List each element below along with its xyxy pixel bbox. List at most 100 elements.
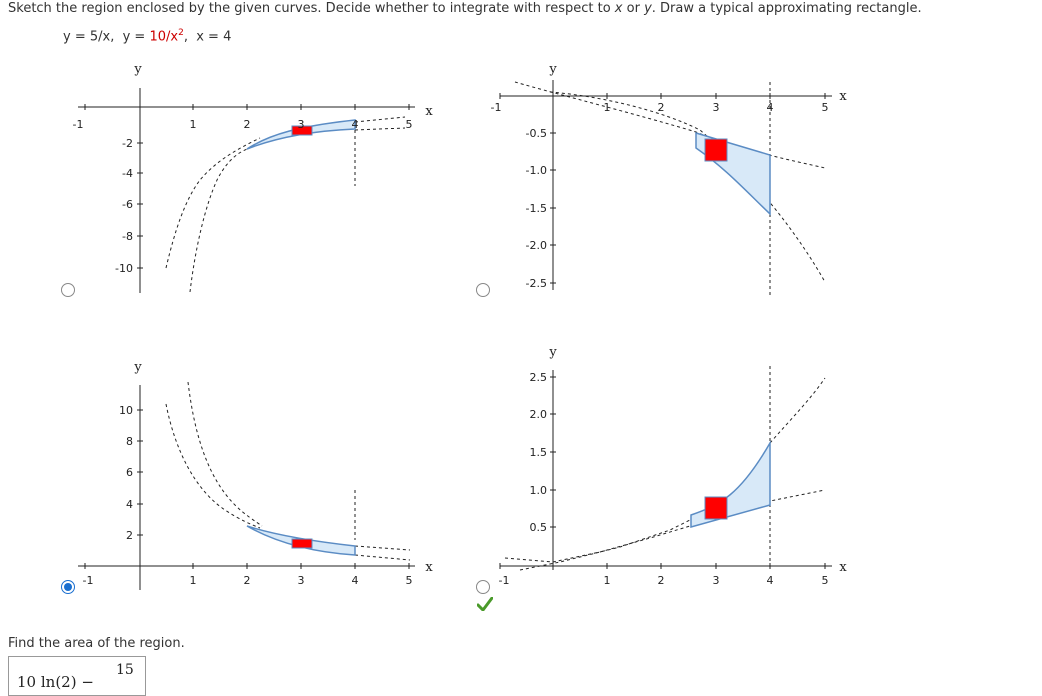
x-tick-labels: -1 1 2 3 4 5 bbox=[83, 574, 413, 587]
plot-line bbox=[519, 514, 701, 571]
plot-group bbox=[165, 381, 411, 561]
x-tick-labels: -1 1 2 3 4 5 bbox=[73, 118, 413, 131]
equation-2-highlight: 10/x bbox=[149, 29, 179, 45]
tick-label: 5 bbox=[822, 101, 829, 114]
y-tick-labels: 10 8 6 4 2 bbox=[119, 404, 133, 542]
tick-label: 2 bbox=[658, 574, 665, 587]
area-answer-field[interactable]: 10 ln(2) − 15 bbox=[8, 656, 146, 696]
tick-label: 0.5 bbox=[530, 521, 548, 534]
y-axis-label: y bbox=[548, 62, 557, 77]
tick-label: -2.5 bbox=[526, 277, 547, 290]
plot-group bbox=[84, 104, 410, 269]
tick-label: 2.0 bbox=[530, 408, 548, 421]
tick-label: 1 bbox=[190, 118, 197, 131]
question-prompt: Sketch the region enclosed by the given … bbox=[8, 1, 922, 16]
tick-label: 3 bbox=[298, 118, 305, 131]
option-b-graph: -1 1 2 3 4 5 -0.5 -1.0 -1.5 -2.0 -2.5 x … bbox=[491, 62, 847, 295]
plot-group bbox=[165, 116, 406, 293]
radio-option-c[interactable] bbox=[61, 580, 75, 594]
tick-label: -1 bbox=[73, 118, 84, 131]
tick-label: 3 bbox=[298, 574, 305, 587]
tick-label: 5 bbox=[822, 574, 829, 587]
plot-line bbox=[769, 377, 826, 444]
tick-label: 1.0 bbox=[530, 484, 548, 497]
tick-label: -10 bbox=[115, 262, 133, 275]
tick-label: 8 bbox=[126, 435, 133, 448]
y-tick-labels: 2.5 2.0 1.5 1.0 0.5 bbox=[530, 371, 548, 534]
tick-label: 1 bbox=[604, 101, 611, 114]
curve-equations: y = 5/x, y = 10/x2, x = 4 bbox=[63, 28, 231, 44]
plot-group bbox=[514, 81, 826, 295]
plot-line bbox=[354, 127, 406, 131]
tick-label: 2 bbox=[244, 574, 251, 587]
plot-line bbox=[549, 91, 826, 283]
variable-y: y bbox=[644, 1, 652, 16]
radio-option-d[interactable] bbox=[476, 580, 490, 594]
tick-label: -2.0 bbox=[526, 239, 547, 252]
tick-label: 4 bbox=[767, 101, 774, 114]
plot-line bbox=[165, 403, 261, 529]
tick-label: 3 bbox=[713, 101, 720, 114]
equation-2-exponent: 2 bbox=[178, 28, 184, 38]
approx-rectangle bbox=[704, 496, 728, 520]
tick-label: -0.5 bbox=[526, 127, 547, 140]
region bbox=[690, 440, 771, 528]
tick-label: -1 bbox=[499, 574, 510, 587]
tick-label: -1.0 bbox=[526, 164, 547, 177]
y-tick-labels: -2 -4 -6 -8 -10 bbox=[115, 137, 133, 275]
y-axis-label: y bbox=[133, 360, 142, 375]
x-axis-label: x bbox=[839, 89, 847, 104]
approx-rectangle bbox=[291, 125, 313, 136]
tick-label: -4 bbox=[122, 167, 133, 180]
option-a-graph: -1 1 2 3 4 5 -2 -4 -6 -8 -10 x y bbox=[73, 62, 433, 293]
tick-label: 5 bbox=[406, 118, 413, 131]
tick-label: -1.5 bbox=[526, 202, 547, 215]
tick-label: 2 bbox=[126, 529, 133, 542]
tick-label: -8 bbox=[122, 230, 133, 243]
approx-rectangle bbox=[291, 538, 313, 549]
plot-line bbox=[354, 116, 406, 123]
tick-label: 1 bbox=[190, 574, 197, 587]
tick-label: -2 bbox=[122, 137, 133, 150]
region bbox=[246, 119, 356, 150]
plot-group bbox=[84, 409, 410, 569]
tick-label: 2 bbox=[244, 118, 251, 131]
y-tick-labels: -0.5 -1.0 -1.5 -2.0 -2.5 bbox=[526, 127, 547, 290]
answer-expression: 10 ln(2) − bbox=[17, 673, 94, 691]
option-c-graph: -1 1 2 3 4 5 10 8 6 4 2 x y bbox=[78, 360, 433, 590]
tick-label: 10 bbox=[119, 404, 133, 417]
x-axis-label: x bbox=[425, 560, 433, 575]
equation-2-sep: , bbox=[183, 29, 188, 45]
y-axis-label: y bbox=[133, 62, 142, 77]
equation-1: y = 5/x, bbox=[63, 29, 115, 45]
option-d-graph: -1 1 2 3 4 5 2.5 2.0 1.5 1.0 0.5 x y bbox=[499, 345, 848, 587]
check-icon bbox=[477, 597, 493, 611]
equation-3: x = 4 bbox=[196, 29, 232, 45]
tick-label: 2.5 bbox=[530, 371, 548, 384]
x-axis-label: x bbox=[839, 560, 847, 575]
plot-group bbox=[499, 376, 826, 569]
tick-label: 4 bbox=[126, 498, 133, 511]
area-question-label: Find the area of the region. bbox=[8, 636, 185, 651]
x-tick-labels: -1 1 2 3 4 5 bbox=[499, 574, 829, 587]
tick-label: 3 bbox=[713, 574, 720, 587]
x-tick-labels: -1 1 2 3 4 5 bbox=[491, 101, 829, 114]
plot-line bbox=[354, 545, 411, 551]
plot-group bbox=[499, 93, 826, 284]
radio-option-b[interactable] bbox=[476, 283, 490, 297]
tick-label: 4 bbox=[352, 574, 359, 587]
plot-line bbox=[514, 81, 826, 169]
plot-line bbox=[189, 147, 251, 293]
tick-label: 6 bbox=[126, 466, 133, 479]
tick-label: -1 bbox=[83, 574, 94, 587]
approx-rectangle bbox=[704, 138, 728, 162]
plot-line bbox=[354, 554, 411, 561]
tick-label: 5 bbox=[406, 574, 413, 587]
radio-option-a[interactable] bbox=[61, 283, 75, 297]
tick-label: 4 bbox=[767, 574, 774, 587]
tick-label: 1.5 bbox=[530, 446, 548, 459]
variable-x: x bbox=[614, 1, 623, 16]
y-axis-label: y bbox=[548, 345, 557, 360]
plot-line bbox=[165, 137, 261, 269]
equation-2-prefix: y = bbox=[122, 29, 150, 45]
